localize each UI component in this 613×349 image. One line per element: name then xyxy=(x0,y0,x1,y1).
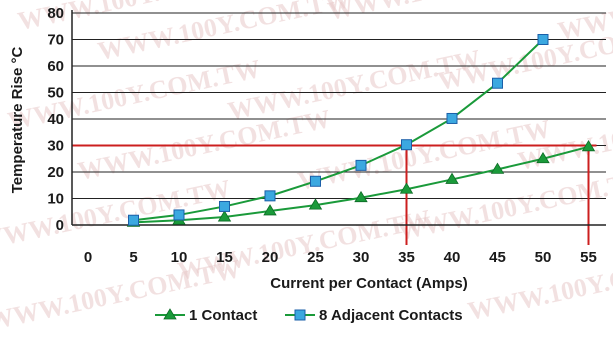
data-point-marker xyxy=(128,214,139,226)
data-point-marker xyxy=(263,204,277,216)
watermark-text: WWW.100Y.COM.TW xyxy=(295,114,553,196)
data-point-marker xyxy=(219,200,230,212)
x-tick-label: 20 xyxy=(262,249,279,266)
tick-labels: 0 10 20 30 40 50 60 70 80 0 5 10 15 20 25 30 35 40 45 50 55 xyxy=(47,5,597,266)
y-tick-label: 30 xyxy=(47,138,64,155)
x-tick-label: 25 xyxy=(307,249,324,266)
data-point-marker xyxy=(536,151,550,164)
y-tick-label: 70 xyxy=(47,32,64,49)
data-point-marker xyxy=(490,162,505,174)
data-point-marker xyxy=(173,209,185,221)
data-point-marker xyxy=(354,190,368,203)
data-point-marker xyxy=(537,34,549,45)
data-point-marker xyxy=(445,172,459,184)
data-point-marker xyxy=(310,175,321,187)
data-point-marker xyxy=(581,140,596,152)
data-point-marker xyxy=(399,182,414,194)
data-point-marker xyxy=(264,190,276,202)
data-point-marker xyxy=(492,77,503,89)
y-tick-label: 40 xyxy=(47,111,64,128)
data-point-marker xyxy=(308,198,323,210)
x-tick-label: 10 xyxy=(171,249,188,266)
series-8-adjacent-contacts xyxy=(128,34,549,226)
y-tick-label: 60 xyxy=(47,58,64,75)
x-tick-label: 55 xyxy=(580,249,597,266)
watermark-text: WWW.100Y.COM.TW xyxy=(395,164,613,246)
x-tick-label: 50 xyxy=(535,249,552,266)
x-tick-label: 0 xyxy=(84,249,92,266)
x-tick-label: 5 xyxy=(129,249,137,266)
data-point-marker xyxy=(401,139,412,151)
legend-marker xyxy=(163,308,177,320)
y-tick-label: 10 xyxy=(47,191,64,208)
x-tick-label: 15 xyxy=(216,249,233,266)
data-point-marker xyxy=(446,112,458,124)
legend: 1 Contact 8 Adjacent Contacts xyxy=(155,307,463,324)
x-tick-label: 30 xyxy=(353,249,370,266)
series-layer xyxy=(126,34,596,227)
y-tick-label: 50 xyxy=(47,85,64,102)
reference-lines xyxy=(72,144,597,245)
series-line xyxy=(133,38,544,222)
data-point-marker xyxy=(355,159,367,171)
legend-label: 8 Adjacent Contacts xyxy=(319,307,463,324)
axes xyxy=(71,10,606,226)
y-tick-label: 80 xyxy=(47,5,64,22)
legend-marker xyxy=(294,309,306,321)
y-axis-title: Temperature Rise °C xyxy=(9,47,26,194)
x-tick-label: 40 xyxy=(444,249,461,266)
data-point-marker xyxy=(217,210,232,222)
x-tick-label: 45 xyxy=(489,249,506,266)
y-tick-label: 0 xyxy=(56,217,64,234)
legend-label: 1 Contact xyxy=(189,307,257,324)
legend-item-8-adjacent-contacts: 8 Adjacent Contacts xyxy=(285,307,463,324)
watermark-text: WWW.100Y.COM.TW xyxy=(0,174,233,256)
x-tick-label: 35 xyxy=(398,249,415,266)
legend-item-1-contact: 1 Contact xyxy=(155,307,257,324)
x-axis-title: Current per Contact (Amps) xyxy=(270,275,468,292)
y-tick-label: 20 xyxy=(47,164,64,181)
